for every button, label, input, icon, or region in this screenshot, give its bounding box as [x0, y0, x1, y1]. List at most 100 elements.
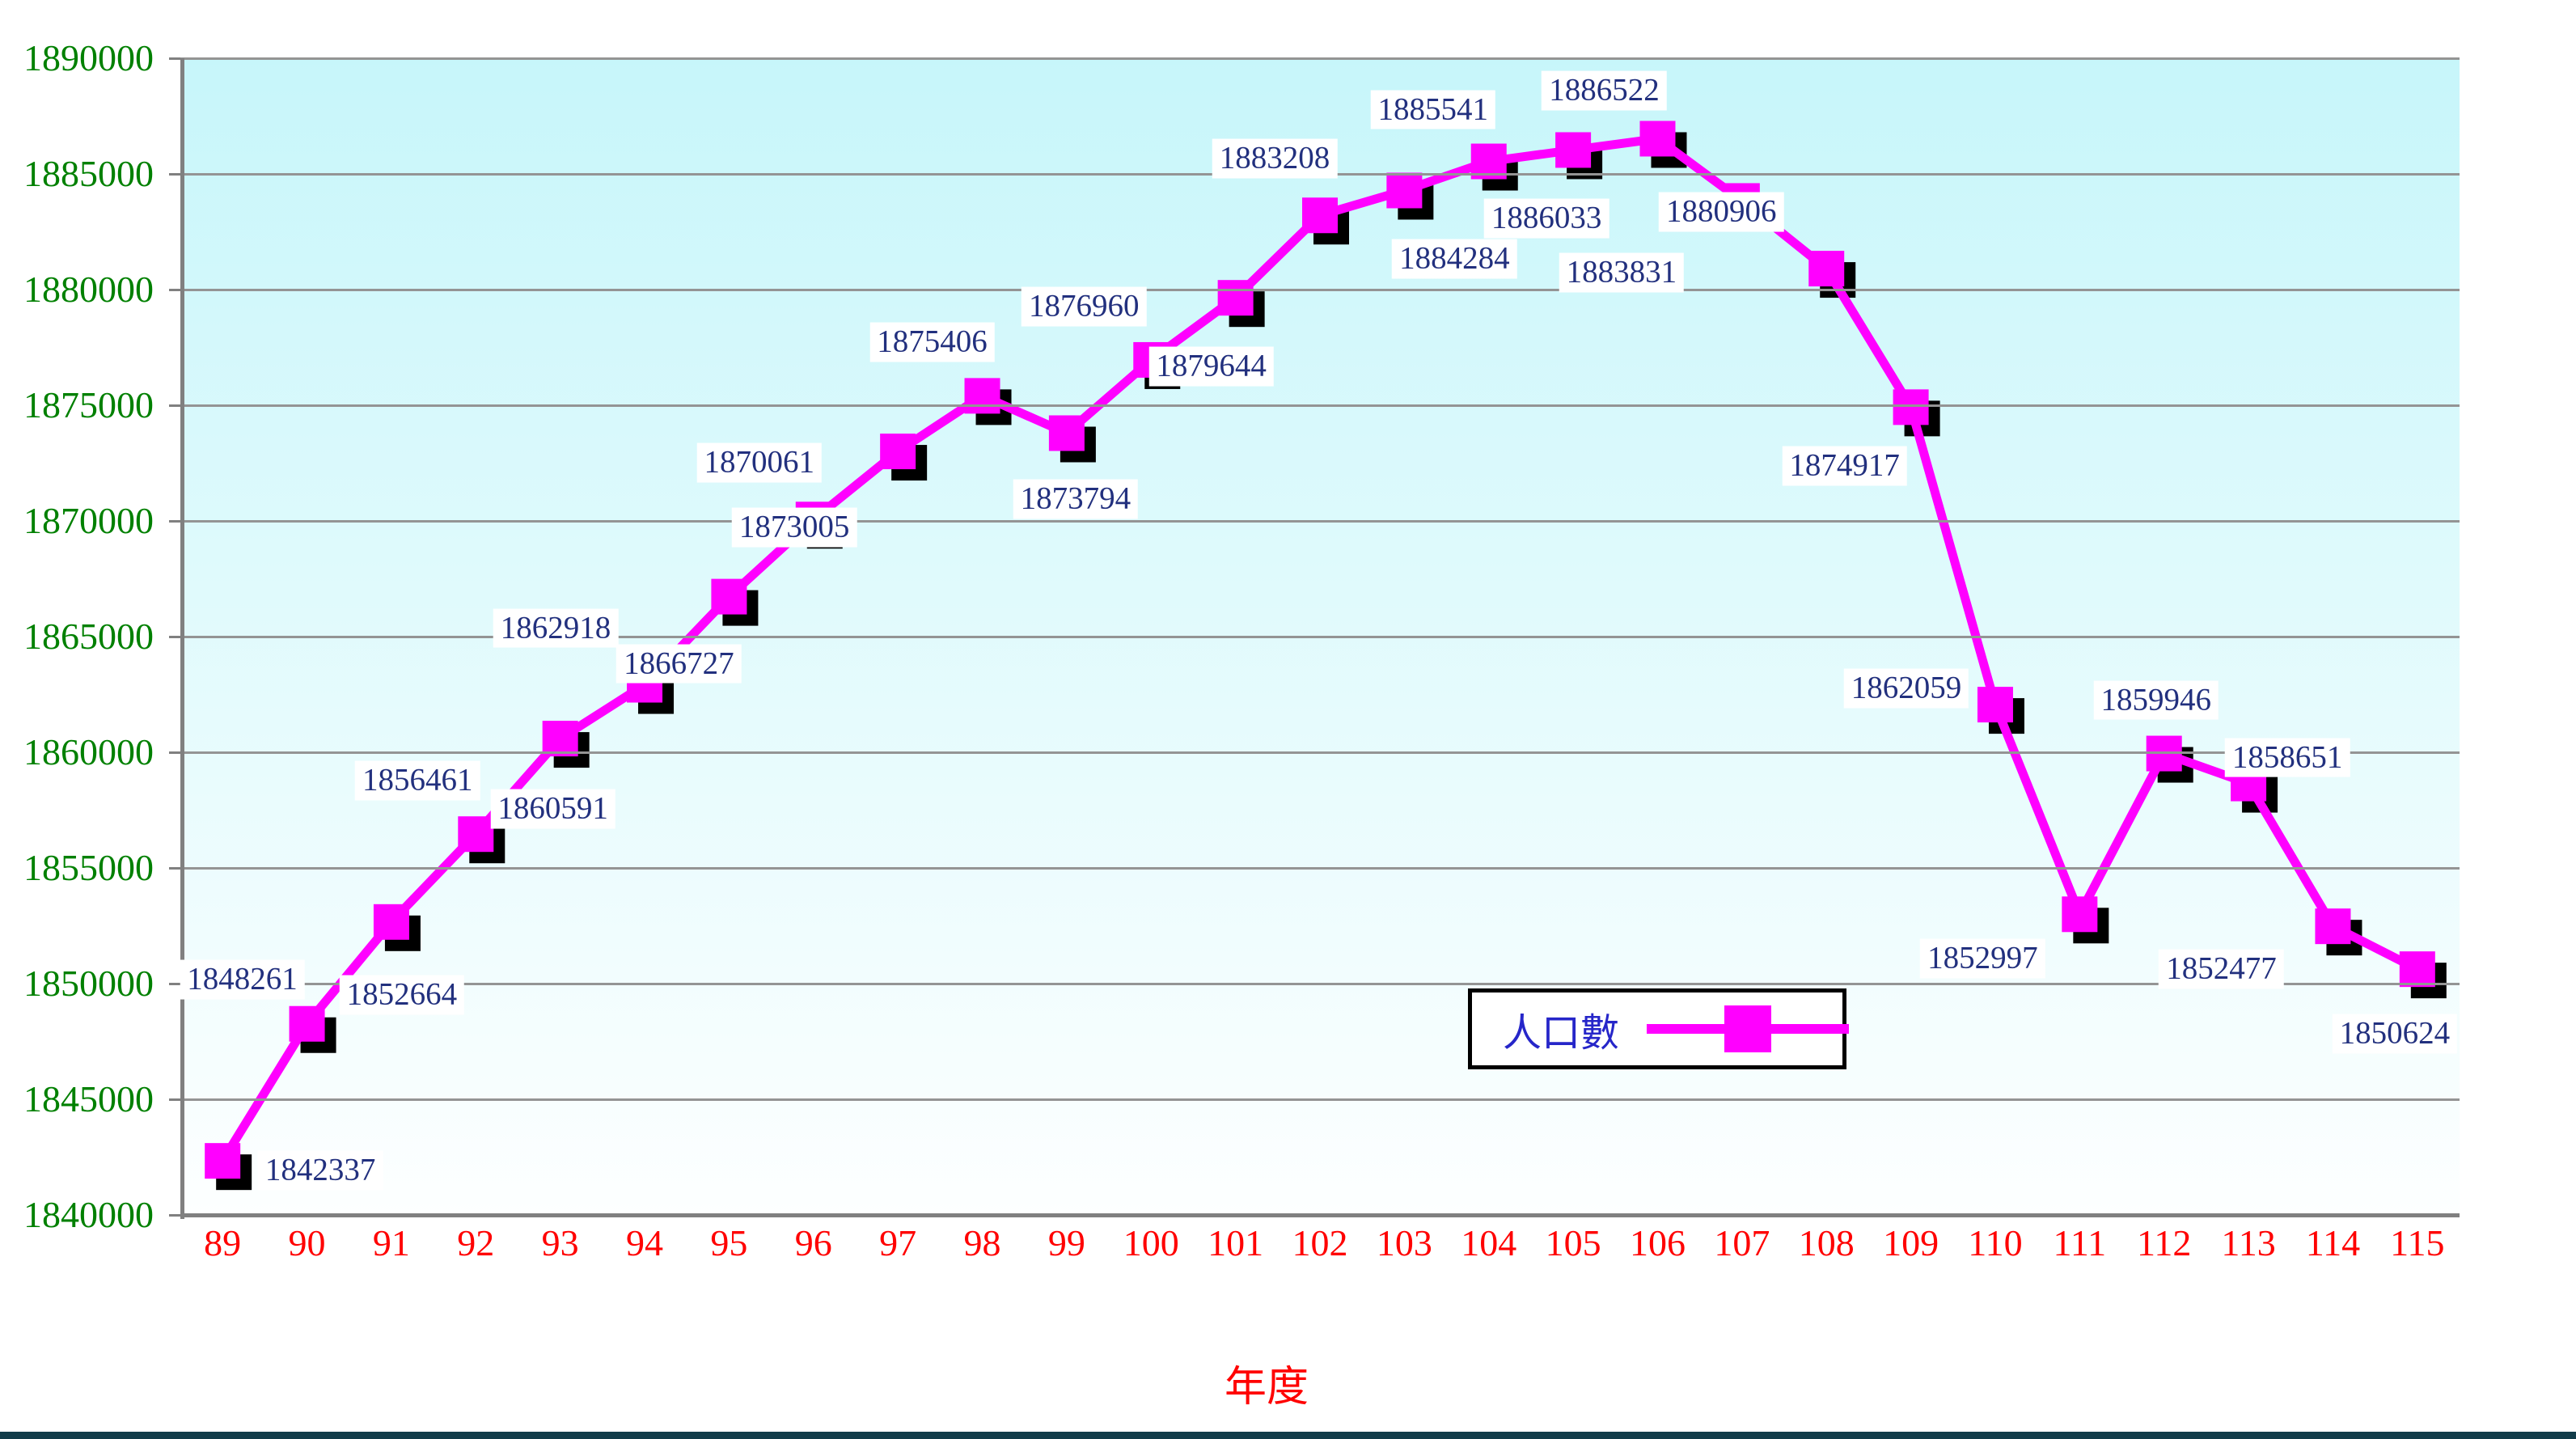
x-tick-label: 114: [2305, 1222, 2361, 1263]
data-point-marker: [1302, 197, 1338, 234]
x-tick-label: 113: [2221, 1222, 2276, 1263]
data-label: 1860591: [490, 789, 615, 829]
x-tick-label: 101: [1208, 1222, 1264, 1263]
data-label: 1856461: [355, 760, 480, 801]
y-axis-tick: [169, 1098, 180, 1101]
y-tick-label: 1860000: [23, 731, 154, 772]
gridline: [180, 57, 2460, 60]
y-tick-label: 1865000: [23, 616, 154, 657]
gridline: [180, 519, 2460, 523]
screenshot-bottom-strip: [0, 1432, 2576, 1439]
y-tick-label: 1870000: [23, 500, 154, 541]
y-tick-label: 1840000: [23, 1194, 154, 1235]
data-point-marker: [289, 1005, 325, 1042]
y-tick-label: 1885000: [23, 153, 154, 194]
y-axis-tick: [169, 519, 180, 523]
data-label: 1879644: [1148, 346, 1274, 387]
legend-box: 人口數: [1468, 988, 1850, 1069]
y-tick-label: 1845000: [23, 1078, 154, 1119]
data-point-marker: [2315, 908, 2351, 945]
y-axis-tick: [169, 982, 180, 985]
x-tick-label: 100: [1123, 1222, 1179, 1263]
data-label: 1862918: [493, 608, 619, 648]
y-axis-tick: [169, 172, 180, 176]
x-tick-label: 110: [1968, 1222, 2023, 1263]
data-point-marker: [542, 721, 578, 757]
data-label: 1859946: [2093, 680, 2219, 720]
data-label: 1873794: [1013, 480, 1139, 519]
y-axis-tick: [169, 751, 180, 754]
x-tick-label: 92: [457, 1222, 495, 1263]
data-point-marker: [1386, 172, 1423, 209]
series-line: [218, 133, 2422, 1166]
data-label: 1884284: [1392, 239, 1517, 279]
x-tick-label: 107: [1714, 1222, 1770, 1263]
x-tick-label: 102: [1292, 1222, 1348, 1263]
x-tick-label: 97: [879, 1222, 917, 1263]
x-tick-label: 105: [1545, 1222, 1601, 1263]
gridline: [180, 751, 2460, 754]
y-axis-line: [180, 58, 184, 1219]
data-label: 1873005: [731, 507, 857, 548]
gridline: [180, 982, 2460, 985]
x-tick-label: 91: [372, 1222, 410, 1263]
gridline: [180, 288, 2460, 291]
data-label: 1886522: [1542, 71, 1667, 111]
data-label: 1848261: [180, 959, 305, 1000]
x-tick-label: 111: [2053, 1222, 2107, 1263]
data-label: 1852477: [2159, 949, 2284, 989]
data-label: 1875406: [869, 322, 995, 362]
y-axis-tick: [169, 288, 180, 291]
y-tick-label: 1875000: [23, 384, 154, 425]
gridline: [180, 1098, 2460, 1101]
x-tick-label: 104: [1461, 1222, 1517, 1263]
data-point-marker: [1555, 132, 1592, 168]
data-label: 1876960: [1022, 286, 1147, 327]
data-label: 1883831: [1559, 252, 1685, 293]
data-point-marker: [1217, 280, 1254, 316]
x-tick-label: 99: [1047, 1222, 1085, 1263]
gridline: [180, 635, 2460, 638]
data-point-marker: [2062, 896, 2098, 933]
data-point-marker: [1977, 687, 2013, 723]
y-axis-tick: [169, 404, 180, 407]
x-tick-label: 103: [1376, 1222, 1432, 1263]
data-label: 1850624: [2332, 1014, 2458, 1054]
y-axis-tick: [169, 1213, 180, 1217]
data-point-marker: [711, 578, 747, 615]
x-axis-line: [180, 1213, 2460, 1217]
x-axis-title: 年度: [1224, 1365, 1309, 1411]
data-label: 1852664: [339, 975, 465, 1015]
data-point-marker: [880, 434, 916, 470]
data-point-marker: [1639, 121, 1676, 157]
x-tick-label: 94: [626, 1222, 664, 1263]
data-point-marker: [1893, 389, 1929, 425]
data-label: 1866727: [616, 644, 742, 684]
y-tick-label: 1890000: [23, 37, 154, 78]
x-tick-label: 90: [288, 1222, 326, 1263]
y-tick-label: 1850000: [23, 963, 154, 1004]
x-tick-label: 115: [2390, 1222, 2445, 1263]
data-point-marker: [964, 378, 1000, 414]
data-point-marker: [2146, 735, 2182, 772]
x-tick-label: 98: [963, 1222, 1001, 1263]
data-label: 1874917: [1782, 446, 1907, 486]
data-label: 1885541: [1370, 90, 1495, 129]
data-label: 1880906: [1658, 192, 1784, 232]
data-point-marker: [458, 816, 494, 853]
x-tick-label: 106: [1629, 1222, 1686, 1263]
gridline: [180, 866, 2460, 870]
y-axis-tick: [169, 635, 180, 638]
data-label: 1858651: [2224, 738, 2350, 778]
x-tick-label: 96: [794, 1222, 832, 1263]
x-tick-label: 95: [710, 1222, 748, 1263]
data-point-marker: [205, 1143, 241, 1179]
data-point-marker: [1808, 251, 1845, 287]
x-tick-label: 112: [2137, 1222, 2192, 1263]
y-tick-label: 1855000: [23, 847, 154, 888]
data-label: 1870061: [696, 442, 823, 483]
y-axis-tick: [169, 866, 180, 870]
data-label: 1883208: [1212, 138, 1338, 179]
x-tick-label: 108: [1798, 1222, 1855, 1263]
legend-series-label: 人口數: [1503, 1012, 1620, 1055]
